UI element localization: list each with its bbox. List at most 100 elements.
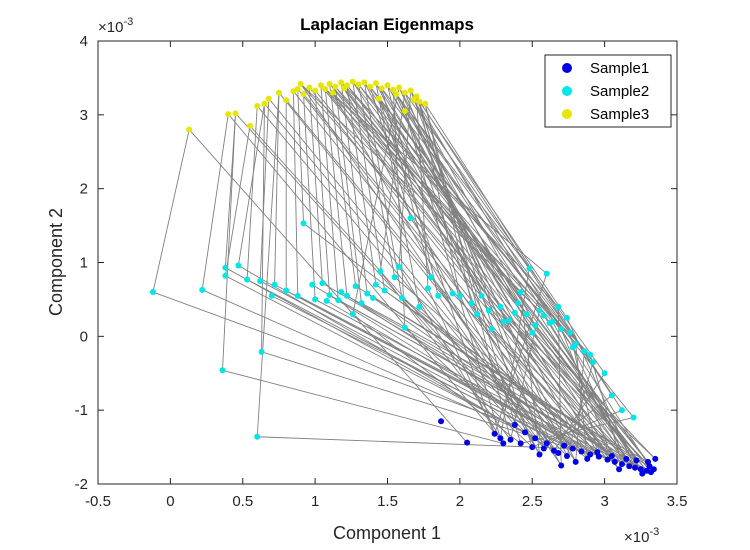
edge-line: [329, 83, 357, 287]
edge-line: [352, 313, 521, 444]
point-sample2: [618, 407, 625, 414]
edge-line: [246, 105, 258, 280]
point-sample2: [566, 329, 573, 336]
y-tick-label: 0: [80, 328, 88, 345]
edge-line: [358, 84, 571, 333]
point-sample2: [543, 270, 550, 277]
point-sample2: [540, 312, 547, 319]
point-sample2: [569, 344, 576, 351]
point-sample2: [283, 287, 290, 294]
point-sample3: [401, 89, 408, 96]
point-sample3: [254, 102, 261, 109]
edge-line: [311, 284, 582, 452]
x-tick-label: 1.5: [377, 493, 398, 510]
point-sample2: [377, 268, 384, 275]
point-sample3: [338, 79, 345, 86]
point-sample1: [623, 455, 630, 462]
point-sample2: [343, 292, 350, 299]
legend-label-sample1: Sample1: [590, 60, 649, 77]
point-sample2: [349, 311, 356, 318]
point-sample2: [468, 300, 475, 307]
point-sample1: [540, 445, 547, 452]
point-sample1: [650, 466, 657, 473]
point-sample2: [581, 348, 588, 355]
point-sample2: [312, 296, 319, 303]
point-sample2: [601, 370, 608, 377]
edge-line: [378, 98, 490, 311]
edge-line: [508, 319, 656, 460]
x-axis-label: Component 1: [333, 523, 441, 543]
edge-line: [320, 84, 548, 274]
point-sample1: [497, 435, 504, 442]
point-sample2: [587, 351, 594, 358]
point-sample2: [536, 307, 543, 314]
edge-line: [237, 103, 265, 266]
edge-line: [335, 86, 553, 322]
point-sample3: [294, 85, 301, 92]
edge-line: [346, 85, 562, 330]
point-sample2: [300, 220, 307, 227]
edge-line: [346, 85, 377, 285]
x-tick-label: 3: [600, 493, 608, 510]
point-sample2: [335, 297, 342, 304]
point-sample1: [569, 445, 576, 452]
edge-line: [340, 82, 559, 308]
legend: Sample1 Sample2 Sample3: [544, 54, 672, 128]
edge-line: [332, 92, 501, 308]
point-sample3: [378, 85, 385, 92]
edge-line: [292, 91, 299, 296]
edge-line: [549, 322, 642, 470]
point-sample1: [507, 436, 514, 443]
edge-line: [375, 82, 420, 307]
edge-line: [394, 276, 598, 453]
legend-marker-sample2: [562, 86, 572, 96]
edge-line: [520, 417, 634, 444]
x-tick-label: 3.5: [667, 493, 688, 510]
point-sample2: [222, 264, 229, 271]
point-sample1: [529, 444, 536, 451]
edge-line: [363, 82, 493, 330]
edge-line: [303, 93, 600, 457]
edge-line: [427, 288, 496, 434]
edge-line: [352, 87, 400, 315]
point-sample1: [558, 462, 565, 469]
point-sample2: [558, 325, 565, 332]
y-tick-label: 4: [80, 33, 88, 50]
point-sample2: [630, 414, 637, 421]
edge-line: [381, 88, 598, 453]
point-sample2: [416, 303, 423, 310]
legend-marker-sample3: [562, 109, 572, 119]
point-sample3: [275, 89, 282, 96]
legend-label-sample3: Sample3: [590, 106, 649, 123]
point-sample1: [594, 449, 601, 456]
edge-line: [264, 103, 548, 444]
point-sample3: [297, 80, 304, 87]
point-sample2: [456, 292, 463, 299]
point-sample3: [322, 85, 329, 92]
point-sample1: [543, 440, 550, 447]
edge-line: [381, 87, 585, 352]
point-sample1: [611, 458, 618, 465]
edge-line: [363, 82, 403, 299]
edge-line: [329, 83, 636, 469]
point-sample2: [381, 287, 388, 294]
y-tick-label: 3: [80, 107, 88, 124]
edge-line: [566, 362, 594, 457]
point-sample3: [349, 78, 356, 85]
edge-line: [326, 300, 591, 455]
edge-line: [418, 101, 568, 319]
legend-item-sample2: Sample2: [562, 83, 649, 100]
edge-line: [384, 290, 613, 457]
y-axis-label: Component 2: [46, 208, 66, 316]
edge-line: [491, 328, 643, 474]
point-sample1: [639, 470, 646, 477]
edge-line: [520, 291, 540, 455]
edge-line: [437, 295, 545, 449]
point-sample3: [300, 91, 307, 98]
point-sample1: [608, 452, 615, 459]
point-sample1: [578, 448, 585, 455]
point-sample2: [478, 292, 485, 299]
point-sample2: [500, 318, 507, 325]
edge-line: [256, 105, 536, 439]
edge-line: [340, 82, 368, 294]
